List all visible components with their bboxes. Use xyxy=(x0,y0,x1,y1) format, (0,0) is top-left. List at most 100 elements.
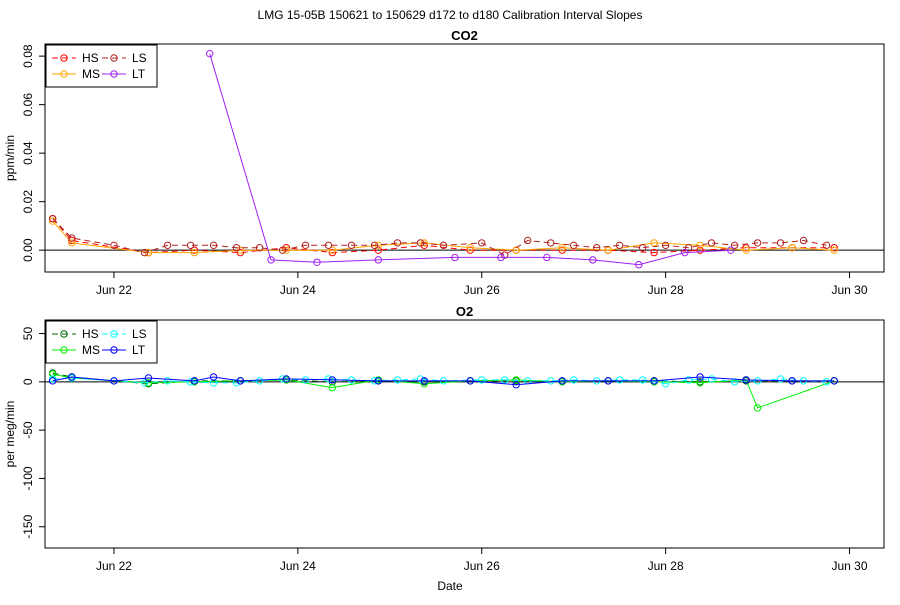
data-point-ls xyxy=(140,379,149,387)
data-point-ls xyxy=(140,248,149,257)
x-tick-label: Jun 22 xyxy=(96,559,132,573)
data-point-lt xyxy=(543,253,551,262)
x-tick-label: Jun 28 xyxy=(648,559,684,573)
legend-label: LS xyxy=(132,327,147,341)
data-point-ms xyxy=(328,246,337,254)
data-point-lt xyxy=(144,374,153,382)
data-point-hs xyxy=(466,246,474,254)
data-point-lt xyxy=(635,261,643,269)
data-point-ms xyxy=(328,383,337,392)
data-point-ms xyxy=(696,379,704,387)
data-point-lt xyxy=(650,377,658,385)
x-axis-label: Date xyxy=(437,579,463,593)
data-point-lt xyxy=(466,377,474,385)
data-point-lt xyxy=(282,375,291,383)
x-tick-label: Jun 30 xyxy=(832,283,868,297)
data-point-lt xyxy=(313,258,321,266)
data-point-ms xyxy=(788,244,796,252)
data-point-ls xyxy=(439,241,448,250)
data-point-ls xyxy=(822,378,831,386)
data-point-ls xyxy=(478,376,486,384)
data-point-ls xyxy=(546,239,555,247)
data-point-ls xyxy=(569,241,578,250)
data-point-ls xyxy=(163,241,172,250)
data-point-ls xyxy=(393,239,402,247)
data-point-ms xyxy=(830,246,838,254)
data-point-ls xyxy=(822,241,831,250)
data-point-lt xyxy=(696,373,704,381)
data-point-ms xyxy=(236,246,245,254)
data-point-ls xyxy=(776,239,785,247)
legend-swatch-marker xyxy=(60,346,68,354)
data-point-ls xyxy=(661,241,670,250)
data-point-ls xyxy=(416,239,425,247)
y-tick-label: 50 xyxy=(21,327,35,341)
data-point-lt xyxy=(374,377,383,385)
y-tick-label: 0.02 xyxy=(21,190,35,214)
data-point-lt xyxy=(788,377,796,385)
data-point-ls xyxy=(255,377,264,385)
data-point-hs xyxy=(190,246,199,254)
data-point-ls xyxy=(615,241,624,250)
data-point-ms xyxy=(190,248,199,257)
series-line-ls xyxy=(52,218,827,256)
data-point-ls xyxy=(730,378,739,386)
data-point-ls xyxy=(707,239,716,247)
data-point-ms xyxy=(48,217,57,225)
data-point-lt xyxy=(451,253,459,262)
data-point-ls xyxy=(163,377,172,385)
data-point-ls xyxy=(324,241,333,250)
y-tick-label: 0.00 xyxy=(21,238,35,262)
data-point-lt xyxy=(558,377,566,385)
series-line-ms xyxy=(52,220,835,254)
data-point-ls xyxy=(48,214,57,223)
data-point-hs xyxy=(420,241,428,250)
data-point-ls xyxy=(638,376,647,384)
data-point-hs xyxy=(696,246,704,254)
data-point-lt xyxy=(497,253,505,262)
legend-label: MS xyxy=(82,67,100,81)
legend-swatch-marker xyxy=(110,330,118,338)
data-point-ls xyxy=(186,241,195,250)
y-tick-label: 0 xyxy=(21,378,35,385)
data-point-ls xyxy=(370,241,379,250)
data-point-ls xyxy=(209,241,218,250)
data-point-hs xyxy=(236,248,245,257)
data-point-ls xyxy=(209,379,218,387)
data-point-hs xyxy=(374,246,383,254)
data-point-ls xyxy=(753,377,762,385)
plot-frame xyxy=(44,43,885,273)
data-point-ls xyxy=(255,244,264,252)
data-point-ls xyxy=(301,376,310,384)
y-tick-label: -50 xyxy=(21,421,35,439)
legend: HS MS LS LT xyxy=(45,320,158,364)
data-point-lt xyxy=(190,377,199,385)
data-point-ls xyxy=(232,244,241,252)
legend-swatch-marker xyxy=(60,330,68,338)
y-tick-label: 0.06 xyxy=(21,93,35,117)
data-point-ls xyxy=(48,375,57,383)
data-point-ls xyxy=(753,239,762,247)
data-point-lt xyxy=(206,50,214,58)
data-point-hs xyxy=(650,248,658,257)
data-point-ls xyxy=(684,244,693,252)
y-tick-label: -100 xyxy=(21,466,35,490)
data-point-lt xyxy=(742,376,750,384)
data-point-ls xyxy=(730,241,739,250)
x-tick-label: Jun 24 xyxy=(280,559,316,573)
y-axis-label: per meg/min xyxy=(3,401,17,468)
legend-box xyxy=(45,44,158,88)
data-point-ls xyxy=(799,236,808,245)
legend-label: MS xyxy=(82,343,100,357)
data-point-ms xyxy=(742,246,750,254)
data-point-ls xyxy=(347,241,356,250)
legend-label: LT xyxy=(132,67,146,81)
co2-panel: CO2 ppm/min Jun 22 Jun 24 Jun 26 Jun 28 Jun 30… xyxy=(3,28,885,297)
data-point-lt xyxy=(589,256,597,264)
data-point-ls xyxy=(301,241,310,250)
y-tick-label: 0.08 xyxy=(21,44,35,68)
data-point-lt xyxy=(681,248,689,257)
data-point-ls xyxy=(68,234,76,242)
legend-swatch-marker xyxy=(110,54,118,62)
figure-title: LMG 15-05B 150621 to 150629 d172 to d180… xyxy=(258,8,643,22)
